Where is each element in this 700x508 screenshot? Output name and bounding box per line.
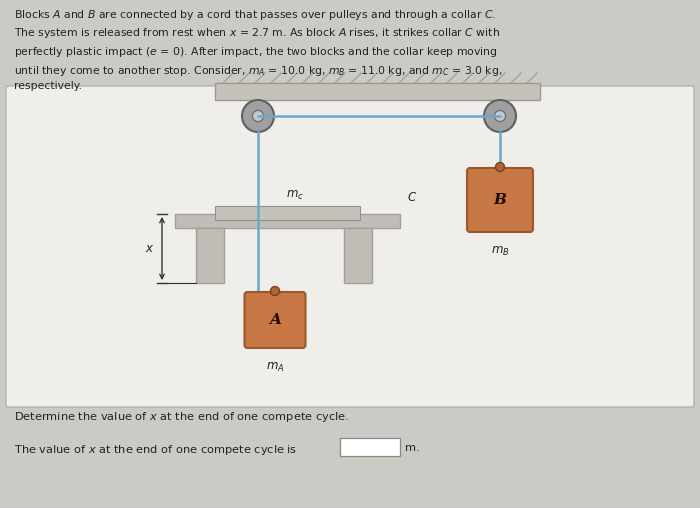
Text: $m_c$: $m_c$ [286,189,304,202]
Circle shape [494,110,505,121]
Bar [175,214,400,228]
Text: Blocks $A$ and $B$ are connected by a cord that passes over pulleys and through : Blocks $A$ and $B$ are connected by a co… [14,8,503,91]
Text: A: A [269,313,281,327]
FancyBboxPatch shape [244,292,305,348]
Circle shape [484,100,516,132]
Text: $m_B$: $m_B$ [491,245,510,258]
Bar [340,438,400,456]
Circle shape [496,163,505,172]
Text: $C$: $C$ [407,191,417,204]
Circle shape [270,287,279,296]
Text: m.: m. [405,443,419,453]
Text: Determine the value of $x$ at the end of one compete cycle.: Determine the value of $x$ at the end of… [14,410,349,424]
Text: B: B [494,193,506,207]
Circle shape [253,110,264,121]
Bar [215,83,540,100]
FancyBboxPatch shape [467,168,533,232]
Bar [215,206,360,220]
Circle shape [242,100,274,132]
Bar [196,228,224,283]
FancyBboxPatch shape [6,86,694,407]
Bar [344,228,372,283]
Text: $x$: $x$ [145,242,154,255]
Text: $m_A$: $m_A$ [266,361,284,374]
Text: The value of $x$ at the end of one compete cycle is: The value of $x$ at the end of one compe… [14,443,298,457]
